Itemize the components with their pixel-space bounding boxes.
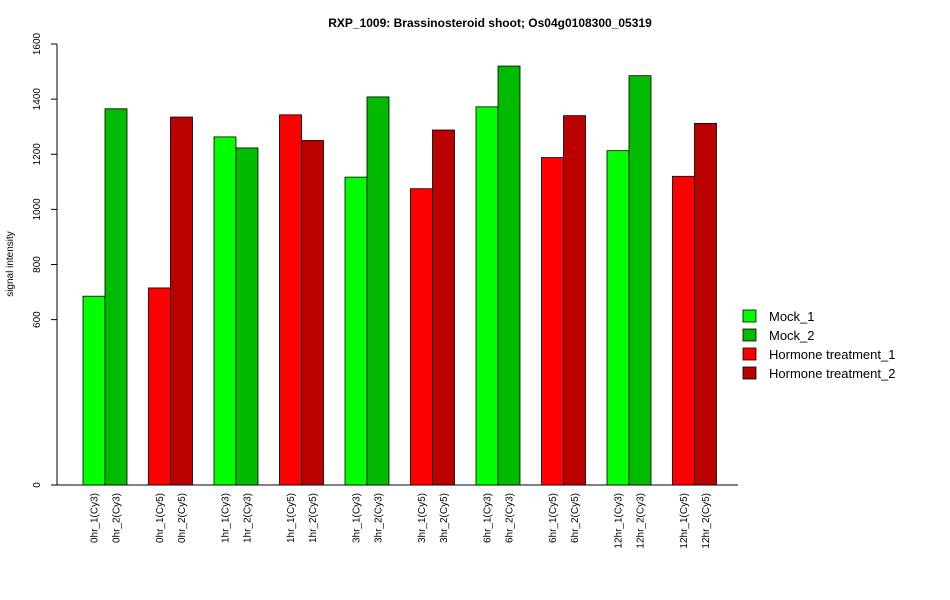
- x-tick-label: 12hr_2(Cy5): [701, 493, 712, 549]
- bar: [235, 147, 259, 486]
- legend-label: Hormone treatment_1: [769, 347, 895, 362]
- x-tick-label: 3hr_1(Cy5): [417, 493, 428, 543]
- bar: [606, 150, 630, 486]
- y-tick-label: 1400: [32, 88, 43, 111]
- y-axis-label: signal intensity: [5, 231, 16, 297]
- legend-swatch: [742, 347, 757, 361]
- legend-swatch: [742, 366, 757, 380]
- legend-swatch: [742, 309, 757, 323]
- x-tick-label: 6hr_2(Cy3): [505, 493, 516, 543]
- x-tick-label: 12hr_1(Cy5): [679, 493, 690, 549]
- bar: [432, 129, 455, 486]
- x-tick-label: 3hr_1(Cy3): [352, 493, 363, 543]
- x-tick-label: 1hr_1(Cy5): [286, 493, 297, 543]
- x-tick-label: 12hr_2(Cy3): [636, 493, 647, 549]
- x-tick-label: 0hr_2(Cy5): [177, 493, 188, 543]
- x-tick-label: 1hr_2(Cy5): [308, 493, 319, 543]
- legend-swatch: [742, 328, 757, 342]
- bar: [563, 115, 586, 486]
- x-tick-label: 0hr_2(Cy3): [112, 493, 123, 543]
- chart-title: RXP_1009: Brassinosteroid shoot; Os04g01…: [328, 16, 652, 30]
- bar: [104, 108, 128, 486]
- bar: [213, 136, 237, 486]
- bar: [82, 295, 106, 486]
- x-tick-label: 6hr_1(Cy3): [483, 493, 494, 543]
- bar: [694, 122, 717, 486]
- y-tick-label: 1200: [32, 143, 43, 166]
- legend: Mock_1 Mock_2 Hormone treatment_1 Hormone t…: [742, 309, 895, 381]
- x-tick-label: 3hr_2(Cy5): [439, 493, 450, 543]
- x-tick-label: 1hr_1(Cy3): [221, 493, 232, 543]
- y-tick-label: 800: [32, 256, 43, 273]
- x-tick-label: 0hr_1(Cy5): [155, 493, 166, 543]
- x-tick-labels: 0hr_1(Cy3) 0hr_2(Cy3) 0hr_1(Cy5) 0hr_2(Cy5)…: [90, 493, 713, 549]
- bar: [497, 65, 521, 486]
- legend-label: Mock_2: [769, 328, 815, 343]
- y-tick-label: 1000: [32, 198, 43, 221]
- bar: [541, 157, 564, 486]
- bar: [366, 96, 390, 486]
- bar: [148, 287, 171, 486]
- bar: [672, 175, 695, 486]
- bar: [170, 116, 193, 486]
- bar: [301, 140, 324, 486]
- y-tick-label: 600: [32, 311, 43, 328]
- bar: [410, 188, 433, 486]
- x-tick-label: 6hr_2(Cy5): [570, 493, 581, 543]
- bars: [82, 65, 717, 486]
- y-axis: 0 600 800 1000 1200 1400 1600: [32, 32, 58, 488]
- x-tick-label: 1hr_2(Cy3): [243, 493, 254, 543]
- bar: [279, 114, 302, 486]
- legend-label: Mock_1: [769, 309, 815, 324]
- bar: [344, 176, 368, 486]
- x-tick-label: 3hr_2(Cy3): [374, 493, 385, 543]
- y-tick-label: 1600: [32, 32, 43, 55]
- y-tick-label: 0: [32, 482, 43, 488]
- x-tick-label: 12hr_1(Cy3): [614, 493, 625, 549]
- x-tick-label: 0hr_1(Cy3): [90, 493, 101, 543]
- x-tick-label: 6hr_1(Cy5): [548, 493, 559, 543]
- bar: [628, 75, 652, 486]
- legend-label: Hormone treatment_2: [769, 366, 895, 381]
- bar: [475, 106, 499, 486]
